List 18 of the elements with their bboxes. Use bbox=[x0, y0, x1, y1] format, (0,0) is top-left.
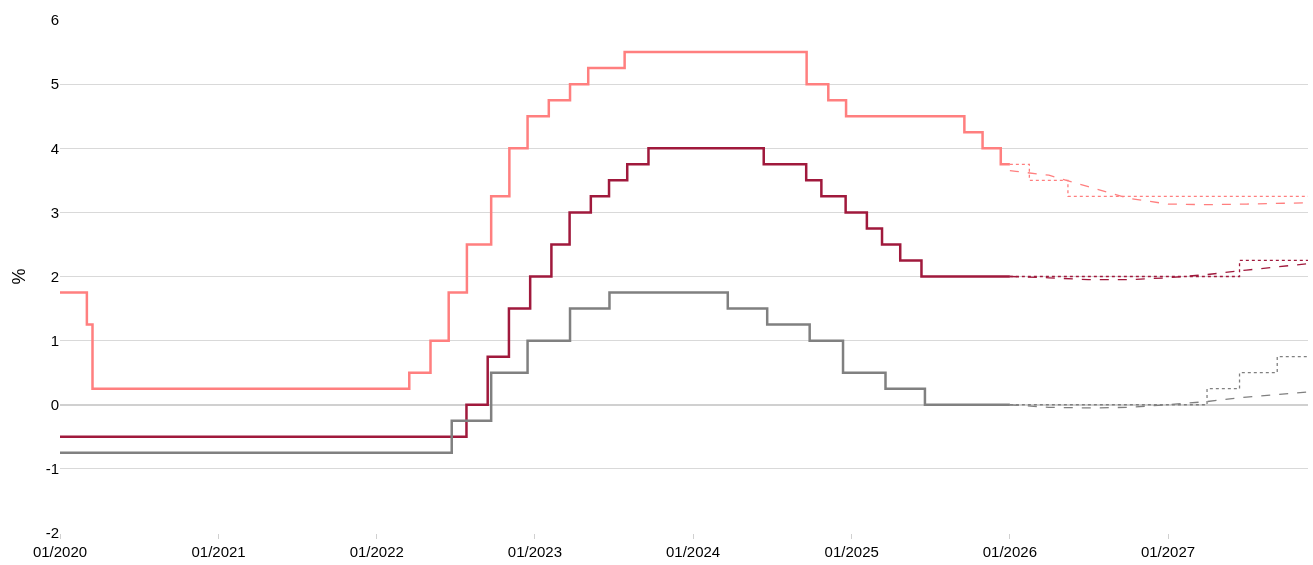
x-tick-label: 01/2026 bbox=[982, 543, 1037, 560]
y-tick-label: 2 bbox=[50, 267, 59, 285]
y-tick-label: -1 bbox=[45, 460, 59, 478]
x-tick-label: 01/2025 bbox=[824, 543, 879, 560]
y-tick-label: -2 bbox=[45, 524, 59, 542]
x-tick-label: 01/2024 bbox=[665, 543, 721, 560]
x-tick-label: 01/2023 bbox=[507, 543, 563, 560]
y-tick-label: 0 bbox=[50, 396, 59, 413]
x-tick-label: 01/2022 bbox=[349, 543, 404, 560]
y-tick-label: 4 bbox=[50, 139, 59, 157]
y-tick-label: 3 bbox=[50, 203, 59, 221]
y-tick-label: 6 bbox=[50, 11, 59, 29]
x-tick-label: 01/2027 bbox=[1140, 543, 1196, 560]
y-tick-label: 5 bbox=[50, 75, 59, 93]
x-tick-label: 01/2020 bbox=[32, 543, 88, 560]
x-tick-label: 01/2021 bbox=[191, 543, 246, 560]
y-tick-label: 1 bbox=[50, 331, 59, 349]
y-axis-title: % bbox=[8, 268, 29, 285]
